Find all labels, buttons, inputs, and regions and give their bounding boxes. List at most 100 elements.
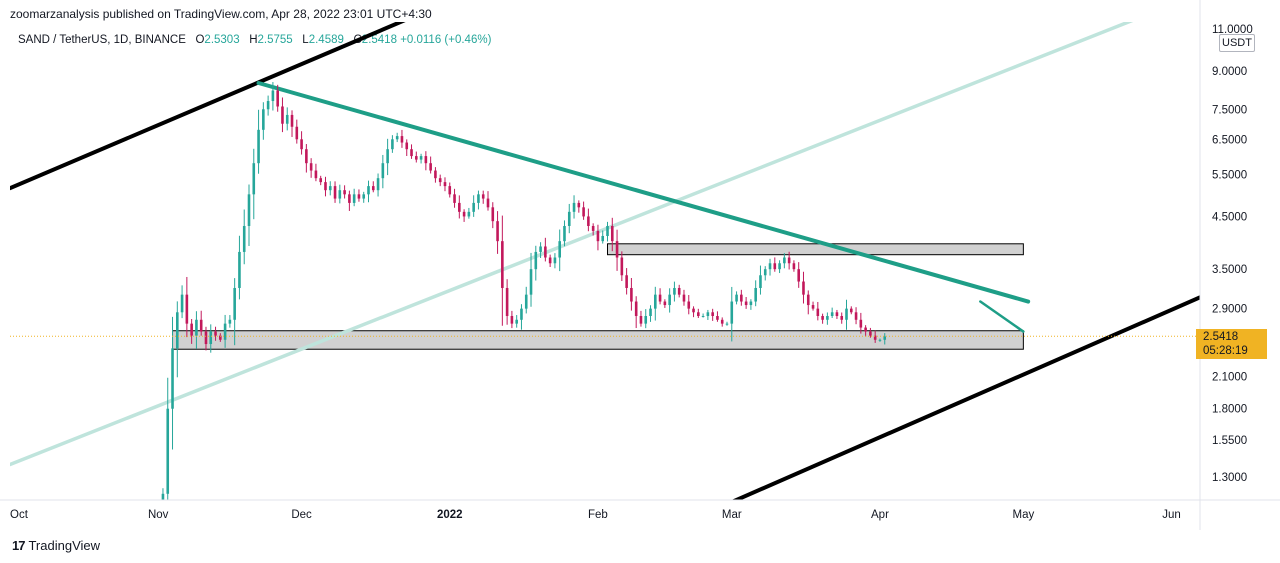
candle[interactable]	[567, 203, 571, 234]
channel-upper-line[interactable]	[10, 7, 435, 191]
candle[interactable]	[811, 301, 815, 311]
candle[interactable]	[677, 284, 681, 298]
candle[interactable]	[639, 310, 643, 327]
candle[interactable]	[223, 314, 227, 348]
candle[interactable]	[740, 289, 743, 306]
candle[interactable]	[266, 95, 270, 116]
candle[interactable]	[319, 175, 322, 186]
candle[interactable]	[486, 191, 490, 211]
channel-mid-line[interactable]	[10, 11, 1157, 467]
candle[interactable]	[763, 266, 767, 281]
candle[interactable]	[309, 158, 313, 178]
candle[interactable]	[687, 294, 691, 315]
candle[interactable]	[180, 285, 184, 319]
candle[interactable]	[701, 313, 705, 318]
candle[interactable]	[443, 177, 447, 192]
candle[interactable]	[792, 260, 796, 272]
candle[interactable]	[830, 307, 834, 319]
candle[interactable]	[276, 84, 279, 112]
candle[interactable]	[438, 174, 442, 187]
candle[interactable]	[797, 262, 800, 288]
candle[interactable]	[548, 254, 552, 268]
candle[interactable]	[529, 252, 533, 307]
candle[interactable]	[883, 333, 887, 345]
candle[interactable]	[419, 153, 423, 164]
candle[interactable]	[314, 163, 318, 182]
candle[interactable]	[610, 217, 614, 252]
candle[interactable]	[242, 209, 246, 265]
candle[interactable]	[285, 107, 289, 131]
candle[interactable]	[582, 201, 585, 220]
candle[interactable]	[845, 299, 848, 330]
candle[interactable]	[840, 312, 844, 324]
candle[interactable]	[343, 185, 346, 199]
candle[interactable]	[501, 215, 504, 326]
candle[interactable]	[591, 223, 595, 236]
candle[interactable]	[783, 253, 786, 269]
candle[interactable]	[271, 82, 275, 111]
candle[interactable]	[544, 237, 547, 262]
candle[interactable]	[324, 176, 327, 197]
lower-zone[interactable]	[172, 330, 1024, 350]
candle[interactable]	[405, 139, 409, 156]
candle[interactable]	[773, 257, 777, 272]
candle[interactable]	[400, 129, 404, 148]
candle[interactable]	[864, 325, 867, 337]
candle[interactable]	[735, 291, 738, 305]
candle[interactable]	[410, 144, 413, 159]
candle[interactable]	[300, 131, 303, 155]
candle[interactable]	[376, 173, 380, 197]
candle[interactable]	[161, 488, 165, 514]
candle[interactable]	[854, 307, 858, 325]
candle[interactable]	[515, 315, 518, 328]
candle[interactable]	[195, 311, 198, 349]
price-unit-toggle[interactable]: USDT	[1219, 34, 1255, 52]
candle[interactable]	[204, 326, 208, 351]
candle[interactable]	[826, 312, 829, 325]
candle[interactable]	[759, 265, 762, 295]
descending-trendline[interactable]	[256, 80, 1031, 304]
candle[interactable]	[749, 299, 753, 310]
candle[interactable]	[252, 148, 256, 220]
candle[interactable]	[247, 184, 251, 247]
candle[interactable]	[391, 135, 394, 153]
upper-zone[interactable]	[607, 243, 1024, 256]
candle[interactable]	[214, 326, 217, 341]
candle[interactable]	[371, 181, 375, 193]
candle[interactable]	[730, 286, 734, 342]
candle[interactable]	[806, 290, 810, 315]
candle[interactable]	[199, 310, 203, 336]
candle[interactable]	[290, 110, 294, 137]
candle[interactable]	[257, 109, 260, 174]
legend-symbol[interactable]: SAND / TetherUS, 1D, BINANCE	[18, 34, 186, 46]
candle[interactable]	[333, 181, 337, 203]
candle[interactable]	[228, 315, 232, 328]
short-trendline[interactable]	[979, 300, 1025, 333]
candle[interactable]	[381, 154, 385, 189]
candle[interactable]	[281, 97, 284, 133]
candle[interactable]	[233, 278, 236, 346]
candle[interactable]	[553, 253, 557, 269]
candle[interactable]	[577, 200, 581, 213]
candle[interactable]	[744, 297, 748, 309]
candle[interactable]	[816, 301, 820, 321]
candle[interactable]	[682, 289, 686, 306]
candle[interactable]	[697, 308, 700, 318]
candle[interactable]	[878, 338, 882, 342]
candle[interactable]	[453, 188, 456, 208]
candle[interactable]	[166, 377, 170, 540]
candle[interactable]	[668, 288, 671, 313]
channel-lower-line[interactable]	[717, 285, 1228, 509]
candle[interactable]	[472, 195, 475, 217]
candle[interactable]	[835, 309, 839, 319]
candle[interactable]	[520, 304, 523, 330]
candle[interactable]	[448, 182, 452, 198]
candle[interactable]	[615, 229, 619, 271]
candle[interactable]	[692, 306, 695, 318]
candle[interactable]	[673, 281, 676, 302]
candle[interactable]	[725, 321, 729, 326]
candle[interactable]	[367, 180, 370, 203]
candle[interactable]	[505, 279, 509, 325]
candle[interactable]	[458, 195, 461, 219]
candle[interactable]	[787, 251, 791, 270]
